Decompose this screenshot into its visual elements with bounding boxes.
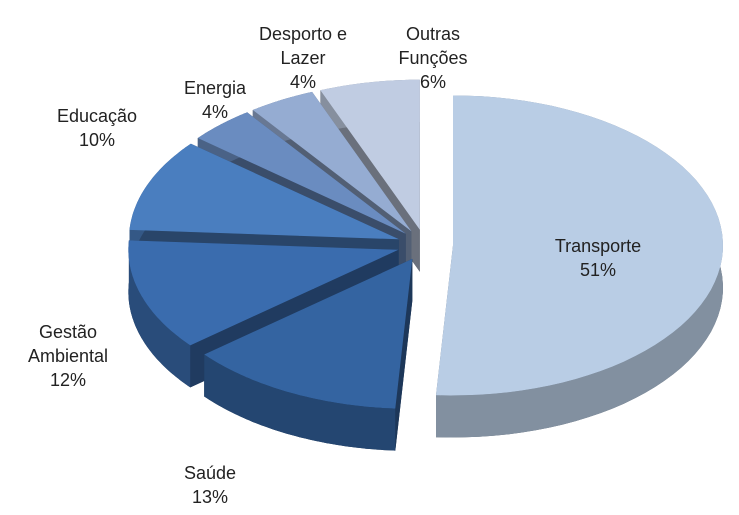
- value-label: 13%: [191, 487, 229, 507]
- category-name: Transporte: [554, 236, 642, 256]
- slice-label: Educação 10%: [47, 104, 147, 152]
- value-label: 12%: [49, 370, 87, 390]
- value-label: 6%: [419, 72, 446, 92]
- value-label: 10%: [78, 130, 116, 150]
- slice-label: Outras Funções 6%: [383, 22, 483, 94]
- category-name: Gestão Ambiental: [27, 322, 109, 366]
- slice-label: Desporto e Lazer 4%: [253, 22, 353, 94]
- slice: [204, 258, 413, 409]
- slice: [436, 95, 723, 396]
- slice-side: [128, 240, 191, 388]
- value-label: 51%: [579, 260, 617, 280]
- slice: [252, 91, 412, 232]
- category-name: Outras Funções: [398, 24, 468, 68]
- category-name: Saúde: [183, 463, 237, 483]
- slice-label: Saúde 13%: [160, 461, 260, 509]
- slice-side: [204, 354, 396, 451]
- slice-label: Transporte 51%: [548, 234, 648, 282]
- value-label: 4%: [201, 102, 228, 122]
- slice: [197, 112, 406, 234]
- slice-label: Gestão Ambiental 12%: [18, 320, 118, 392]
- slice: [129, 143, 399, 240]
- slice-label: Energia 4%: [165, 76, 265, 124]
- slice-side: [395, 258, 413, 451]
- category-name: Educação: [56, 106, 138, 126]
- slice: [128, 240, 399, 346]
- value-label: 4%: [289, 72, 316, 92]
- slice: [320, 79, 420, 230]
- category-name: Desporto e Lazer: [258, 24, 348, 68]
- category-name: Energia: [183, 78, 247, 98]
